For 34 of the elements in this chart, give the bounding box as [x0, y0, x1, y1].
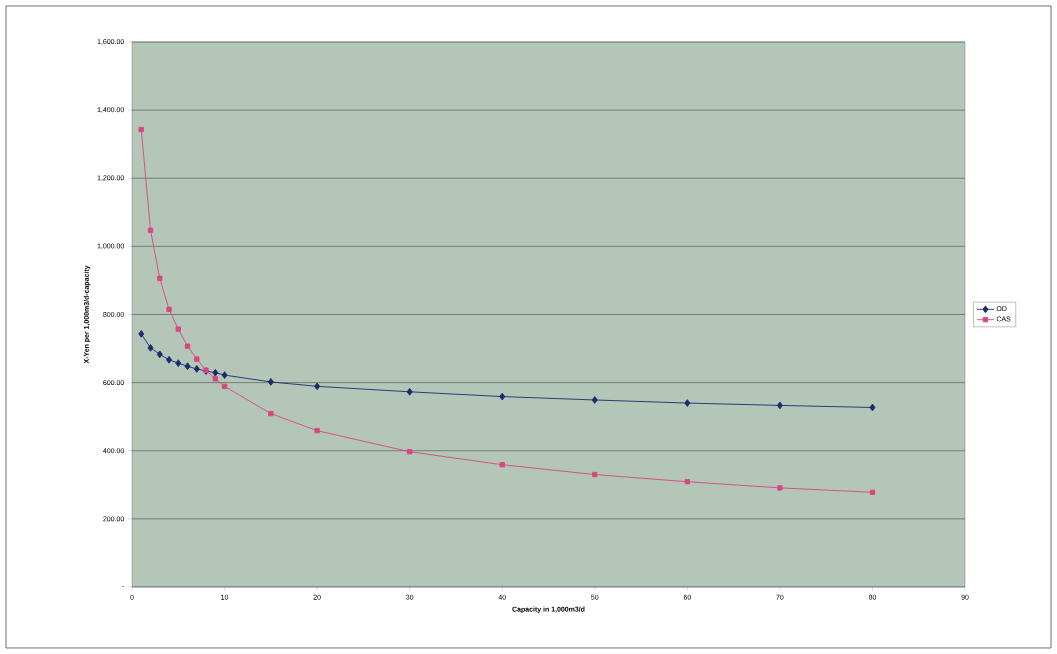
point — [314, 428, 320, 434]
point — [268, 410, 274, 417]
point — [406, 387, 413, 396]
point — [591, 396, 598, 404]
point — [193, 365, 200, 373]
point — [221, 383, 228, 389]
point — [138, 126, 144, 133]
point — [175, 326, 181, 332]
point — [147, 344, 154, 352]
point — [499, 462, 505, 468]
point — [869, 403, 876, 412]
point — [314, 382, 321, 391]
point — [156, 350, 163, 359]
point — [869, 489, 876, 495]
point — [212, 376, 218, 382]
point — [499, 392, 506, 401]
point — [175, 359, 182, 368]
point — [212, 368, 219, 377]
point — [166, 306, 172, 313]
point — [684, 399, 691, 407]
point — [684, 479, 690, 485]
point — [407, 449, 413, 455]
point — [147, 227, 154, 233]
point — [221, 371, 228, 379]
point — [776, 401, 783, 410]
point — [138, 330, 145, 338]
point — [166, 355, 173, 364]
point — [184, 343, 191, 349]
point — [777, 485, 783, 491]
point — [267, 378, 274, 386]
point — [184, 362, 191, 371]
point — [194, 356, 200, 362]
point — [592, 471, 598, 478]
point — [157, 275, 163, 282]
